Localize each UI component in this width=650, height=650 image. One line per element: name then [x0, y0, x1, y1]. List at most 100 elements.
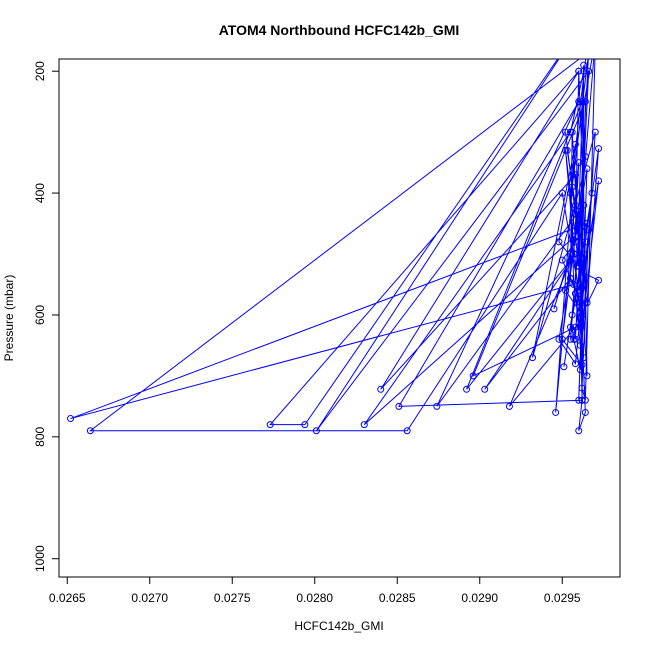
data-point	[585, 67, 593, 75]
data-point	[570, 250, 578, 258]
data-point	[595, 177, 603, 185]
data-point	[567, 335, 574, 343]
data-point	[573, 262, 581, 270]
y-tick-label: 800	[33, 427, 47, 447]
data-point	[595, 145, 603, 153]
y-axis: 200 400 600 800 1000	[33, 61, 60, 572]
data-point	[555, 238, 563, 246]
x-tick-label: 0.0285	[379, 591, 416, 605]
x-axis: 0.0265 0.0270 0.0275 0.0280 0.0285 0.0290 0.02…	[49, 576, 581, 605]
data-point	[433, 402, 441, 410]
y-tick-label: 1000	[33, 545, 47, 572]
data-point	[395, 402, 403, 410]
data-point	[555, 335, 563, 343]
data-point	[558, 189, 566, 197]
data-point	[567, 323, 574, 331]
data-point	[578, 396, 586, 404]
data-point	[562, 287, 570, 295]
x-axis-label: HCFC142b_GMI	[294, 619, 383, 633]
y-axis-label: Pressure (mbar)	[2, 275, 16, 362]
data-point	[463, 385, 471, 393]
data-point	[570, 335, 578, 343]
data-point	[580, 201, 588, 209]
data-point	[578, 268, 586, 276]
data-point	[571, 232, 579, 240]
y-tick-label: 200	[33, 61, 47, 81]
data-point	[86, 427, 94, 435]
data-point	[584, 44, 590, 50]
data-point	[571, 171, 579, 179]
x-tick-label: 0.0275	[214, 591, 251, 605]
data-point	[591, 128, 599, 136]
data-point	[576, 323, 584, 331]
data-point	[586, 50, 592, 56]
data-point	[571, 140, 579, 148]
data-point	[505, 402, 513, 410]
data-point	[567, 250, 574, 258]
data-point	[575, 220, 583, 228]
x-tick-label: 0.0290	[461, 591, 498, 605]
data-point	[580, 354, 588, 362]
data-point	[575, 67, 583, 75]
data-point	[585, 226, 593, 234]
data-point	[583, 299, 591, 307]
data-point	[563, 146, 571, 154]
data-point	[550, 305, 558, 313]
data-point	[576, 299, 584, 307]
data-point	[529, 354, 537, 362]
data-point	[581, 238, 589, 246]
data-point	[469, 372, 477, 380]
data-point	[403, 427, 411, 435]
data-point	[581, 153, 589, 161]
data-point	[571, 290, 579, 298]
data-point	[576, 26, 582, 32]
data-point	[581, 396, 589, 404]
data-point	[377, 385, 385, 393]
y-tick-label: 600	[33, 305, 47, 325]
data-point	[571, 360, 579, 368]
data-point	[552, 408, 560, 416]
data-point	[575, 159, 583, 167]
data-point	[588, 189, 596, 197]
data-point	[580, 250, 588, 258]
data-point	[312, 427, 320, 435]
data-point	[67, 415, 75, 423]
plot-frame	[58, 58, 621, 578]
data-point	[266, 421, 274, 429]
series-layer	[67, 26, 603, 435]
x-tick-label: 0.0295	[544, 591, 581, 605]
data-point	[301, 421, 309, 429]
data-point	[575, 396, 583, 404]
data-point	[592, 38, 598, 44]
data-point	[576, 366, 584, 374]
chart-title: ATOM4 Northbound HCFC142b_GMI	[219, 22, 460, 38]
data-point	[583, 372, 591, 380]
x-tick-label: 0.0270	[131, 591, 168, 605]
data-point	[575, 427, 583, 435]
data-point	[568, 311, 576, 319]
data-point	[583, 165, 591, 173]
data-point	[583, 220, 591, 228]
data-point	[576, 341, 584, 349]
series-line	[70, 59, 600, 432]
data-point	[578, 98, 586, 106]
data-point	[571, 201, 579, 209]
data-point	[568, 183, 576, 191]
data-point	[558, 335, 566, 343]
data-point	[360, 421, 368, 429]
data-point	[581, 408, 589, 416]
data-point	[580, 280, 588, 288]
data-point	[570, 280, 578, 288]
data-point	[581, 98, 589, 106]
data-point	[558, 256, 566, 264]
data-point	[575, 98, 583, 106]
x-tick-label: 0.0265	[49, 591, 86, 605]
data-point	[481, 385, 489, 393]
data-point	[567, 274, 574, 282]
data-point	[592, 44, 598, 50]
data-point	[578, 361, 586, 369]
data-point	[568, 128, 576, 136]
data-point	[567, 189, 574, 197]
x-tick-label: 0.0280	[296, 591, 333, 605]
